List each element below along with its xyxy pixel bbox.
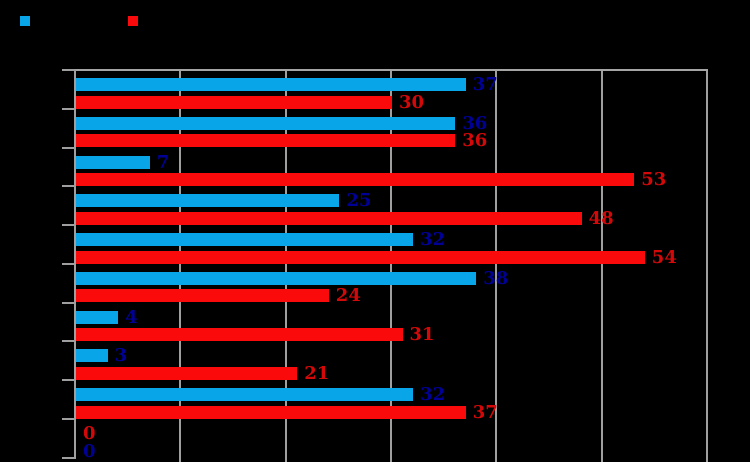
legend-swatch-red [128, 16, 138, 26]
y-axis-tick [62, 146, 75, 149]
bar-blue [76, 388, 414, 402]
bar-red [76, 211, 582, 225]
bar-blue [76, 271, 477, 285]
bar-red [76, 250, 645, 264]
value-label-red: 30 [399, 91, 425, 113]
gridline [706, 70, 708, 462]
value-label-red: 36 [462, 130, 488, 152]
y-axis-tick [62, 262, 75, 265]
bar-blue [76, 310, 119, 324]
y-axis-tick [62, 69, 75, 71]
value-label-red: 48 [588, 207, 614, 229]
value-label-blue: 4 [125, 306, 138, 328]
bar-blue [76, 78, 466, 91]
bar-red [76, 173, 635, 187]
value-label-blue: 38 [483, 267, 509, 289]
value-label-blue: 25 [346, 190, 372, 212]
y-axis-tick [62, 379, 75, 382]
value-label-red: 37 [472, 401, 498, 423]
value-label-blue: 32 [420, 229, 446, 251]
gridline [390, 70, 392, 462]
y-axis-tick [62, 185, 75, 188]
top-spine [74, 69, 708, 71]
value-label-red: 53 [641, 169, 667, 191]
legend-swatch-blue [20, 16, 30, 26]
value-label-red: 0 [83, 423, 96, 445]
value-label-blue: 36 [462, 112, 488, 134]
value-label-blue: 3 [114, 345, 128, 367]
y-axis-tick [62, 340, 75, 343]
y-axis-tick [62, 107, 75, 110]
y-axis-line [74, 70, 76, 459]
gridline [179, 70, 182, 462]
value-label-blue: 32 [420, 384, 446, 406]
value-label-red: 54 [651, 246, 677, 268]
value-label-blue: 0 [83, 440, 96, 462]
value-label-blue: 7 [156, 151, 170, 173]
bar-red [76, 134, 456, 148]
bar-blue [76, 194, 340, 208]
bar-red [76, 328, 403, 342]
y-axis-tick [62, 301, 75, 304]
bar-red [76, 289, 329, 303]
bar-blue [76, 349, 108, 363]
y-axis-tick [62, 224, 75, 227]
y-axis-tick [62, 418, 75, 421]
gridline [284, 70, 287, 462]
bar-blue [76, 116, 456, 130]
bar-red [76, 95, 392, 109]
value-label-red: 24 [335, 285, 361, 307]
gridline [600, 70, 603, 462]
y-axis-tick [62, 456, 75, 459]
bar-red [76, 366, 298, 380]
bar-blue [76, 155, 150, 169]
value-label-red: 21 [304, 362, 330, 384]
bar-blue [76, 233, 414, 247]
value-label-blue: 37 [472, 74, 498, 95]
bar-red [76, 405, 466, 419]
value-label-red: 31 [409, 324, 435, 346]
gridline [495, 70, 498, 462]
